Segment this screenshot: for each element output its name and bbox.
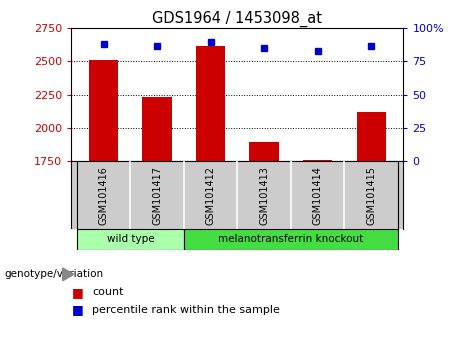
Text: melanotransferrin knockout: melanotransferrin knockout [219,234,364,244]
Text: GSM101417: GSM101417 [152,166,162,225]
Text: wild type: wild type [106,234,154,244]
Text: percentile rank within the sample: percentile rank within the sample [92,305,280,315]
Text: GSM101413: GSM101413 [259,166,269,225]
Bar [303,160,332,161]
Text: GSM101415: GSM101415 [366,166,376,225]
Text: GSM101416: GSM101416 [99,166,109,225]
Text: count: count [92,287,124,297]
Bar [89,60,118,161]
Bar [356,112,386,161]
Bar [249,142,279,161]
Bar [196,46,225,161]
Text: ■: ■ [71,286,83,298]
Bar [184,229,398,250]
Bar [77,229,184,250]
Text: genotype/variation: genotype/variation [5,269,104,279]
Text: GSM101414: GSM101414 [313,166,323,225]
Text: ■: ■ [71,303,83,316]
Bar [142,97,172,161]
Polygon shape [63,268,74,281]
Text: GSM101412: GSM101412 [206,166,216,225]
Title: GDS1964 / 1453098_at: GDS1964 / 1453098_at [153,11,322,27]
